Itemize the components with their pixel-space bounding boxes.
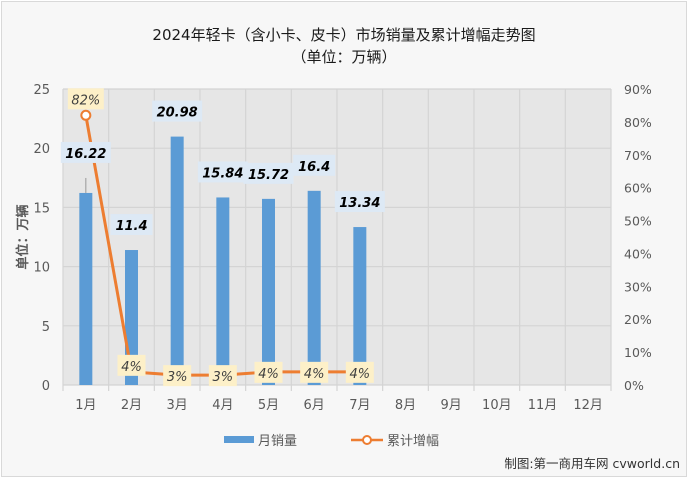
x-axis-tick-label: 7月 [349,398,370,413]
bar-value-label: 15.72 [248,168,289,183]
bar-value-label-bg [110,214,153,236]
x-axis-tick-label: 3月 [167,398,188,413]
line-value-label-bg [345,361,374,383]
y2-axis-tick-label: 50% [624,214,652,229]
y2-axis-tick-label: 60% [624,181,652,196]
y-axis-tick-label: 5 [42,320,50,335]
x-axis-tick-label: 5月 [258,398,279,413]
y-axis-tick-label: 20 [33,142,50,157]
bar-value-label: 13.34 [339,196,380,211]
x-axis-tick-label: 6月 [304,398,325,413]
legend-line-marker-icon [351,434,383,445]
line-value-label: 4% [258,367,279,382]
legend-item-bar: 月销量 [224,430,297,449]
x-axis-tick-label: 12月 [573,398,603,413]
bar-value-label-bg [334,191,385,213]
y-axis-tick-label: 10 [33,261,50,276]
y2-axis-tick-label: 10% [624,345,652,360]
x-axis-tick-label: 11月 [528,398,558,413]
line-value-label-bg [67,88,104,110]
bar-value-label: 15.84 [202,166,243,181]
chart-title: 2024年轻卡（含小卡、皮卡）市场销量及累计增幅走势图 [152,26,536,44]
x-axis-tick-label: 1月 [75,398,96,413]
bar-value-label-bg [197,161,248,183]
chart-credit: 制图:第一商用车网 cvworld.cn [504,456,680,471]
y2-axis-tick-label: 70% [624,148,652,163]
y2-axis-tick-label: 80% [624,115,652,130]
legend-bar-label: 月销量 [258,434,298,449]
y2-axis-tick-label: 90% [624,82,652,97]
legend-line-label: 累计增幅 [387,434,440,449]
line-value-label-bg [254,361,283,383]
y2-axis-tick-label: 30% [624,279,652,294]
bar [262,198,275,385]
bar [79,192,93,385]
legend-bar-swatch-icon [224,436,254,443]
line-value-label: 3% [167,370,188,385]
bar-value-label-bg [60,141,111,163]
bar-value-label: 11.4 [115,219,147,234]
bar [353,227,367,385]
line-value-label-bg [117,354,146,376]
line-value-label: 82% [71,93,100,108]
bar-value-label: 16.22 [65,147,106,162]
y2-axis-tick-label: 20% [624,312,652,327]
x-axis-tick-label: 4月 [212,398,233,413]
bar [170,136,184,385]
legend-item-line: 累计增幅 [351,430,439,449]
y2-axis-tick-label: 40% [624,246,652,261]
bar-value-label-bg [293,154,336,176]
line-value-label: 4% [350,367,371,382]
y-axis-tick-label: 15 [33,201,50,216]
bar-value-label-bg [243,162,294,184]
y-axis-title: 单位：万辆 [15,204,31,269]
bar-value-label-bg [152,100,203,122]
x-axis-tick-label: 2月 [121,398,142,413]
bar [216,197,230,385]
chart-subtitle: （单位：万辆） [291,48,397,66]
bar [307,190,321,385]
x-axis-tick-label: 9月 [441,398,462,413]
y2-axis-tick-label: 0% [624,378,644,393]
line-marker-icon [80,109,92,121]
bar-value-label: 20.98 [157,106,198,121]
bar-value-label: 16.4 [298,160,330,175]
x-axis-tick-label: 8月 [395,398,416,413]
y-axis-tick-label: 0 [42,379,50,394]
y-axis-tick-label: 25 [33,83,50,98]
chart-legend: 月销量 累计增幅 [0,430,688,450]
x-axis-tick-label: 10月 [482,398,512,413]
line-value-label-bg [163,365,192,387]
line-value-label: 4% [121,360,142,375]
line-value-label: 4% [304,367,325,382]
line-value-label: 3% [213,370,234,385]
line-value-label-bg [208,365,237,387]
line-value-label-bg [300,361,329,383]
